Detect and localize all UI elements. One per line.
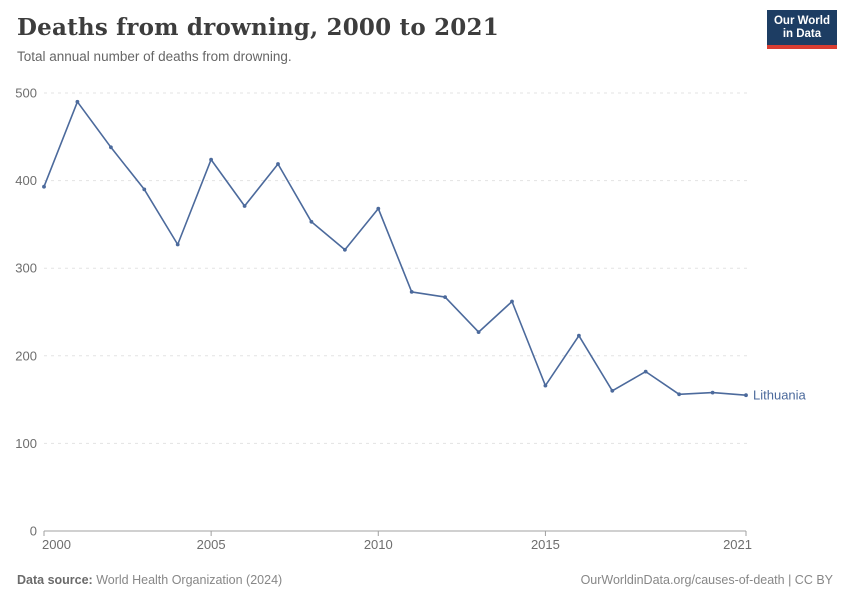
data-point	[276, 162, 280, 166]
data-point	[744, 393, 748, 398]
y-axis-tick-label: 500	[15, 86, 37, 101]
x-axis-tick-label: 2015	[531, 537, 560, 552]
data-point	[75, 99, 80, 104]
data-point	[510, 299, 514, 304]
data-point	[610, 388, 615, 393]
series-label: Lithuania	[753, 388, 807, 403]
chart-header: Deaths from drowning, 2000 to 2021 Total…	[17, 14, 499, 64]
data-point	[175, 242, 180, 247]
owid-logo: Our World in Data	[766, 10, 837, 49]
chart-footer: Data source: World Health Organization (…	[17, 573, 833, 587]
owid-logo-line1: Our World	[773, 15, 830, 27]
data-point	[142, 187, 147, 192]
owid-logo-line2: in Data	[782, 28, 822, 40]
data-point	[242, 204, 247, 208]
y-axis-tick-label: 0	[30, 524, 37, 539]
y-axis-tick-label: 100	[15, 436, 37, 451]
y-axis-tick-label: 400	[15, 173, 37, 188]
data-source-label: Data source:	[17, 573, 93, 587]
x-axis-tick-label: 2000	[42, 537, 71, 552]
data-point	[309, 219, 314, 224]
data-point	[376, 206, 381, 211]
data-point	[710, 390, 715, 395]
data-source: Data source: World Health Organization (…	[17, 573, 282, 587]
data-point	[109, 145, 113, 150]
x-axis-tick-label: 2021	[723, 537, 752, 552]
data-line	[43, 101, 747, 397]
data-point	[643, 369, 648, 374]
data-point	[209, 157, 214, 162]
y-axis-tick-label: 300	[15, 261, 37, 276]
x-axis-tick-label: 2010	[364, 537, 393, 552]
data-point	[543, 383, 548, 388]
data-point	[409, 290, 414, 294]
attribution: OurWorldinData.org/causes-of-death | CC …	[580, 573, 833, 587]
data-point	[42, 184, 46, 189]
x-axis-tick-label: 2005	[197, 537, 226, 552]
data-point	[476, 330, 481, 334]
data-source-text: World Health Organization (2024)	[92, 573, 283, 587]
page-title: Deaths from drowning, 2000 to 2021	[17, 14, 499, 41]
chart-subtitle: Total annual number of deaths from drown…	[17, 49, 292, 64]
data-point	[677, 392, 681, 397]
data-point	[443, 295, 447, 299]
data-point	[577, 333, 581, 338]
data-point	[343, 247, 347, 252]
y-axis-tick-label: 200	[15, 348, 37, 363]
